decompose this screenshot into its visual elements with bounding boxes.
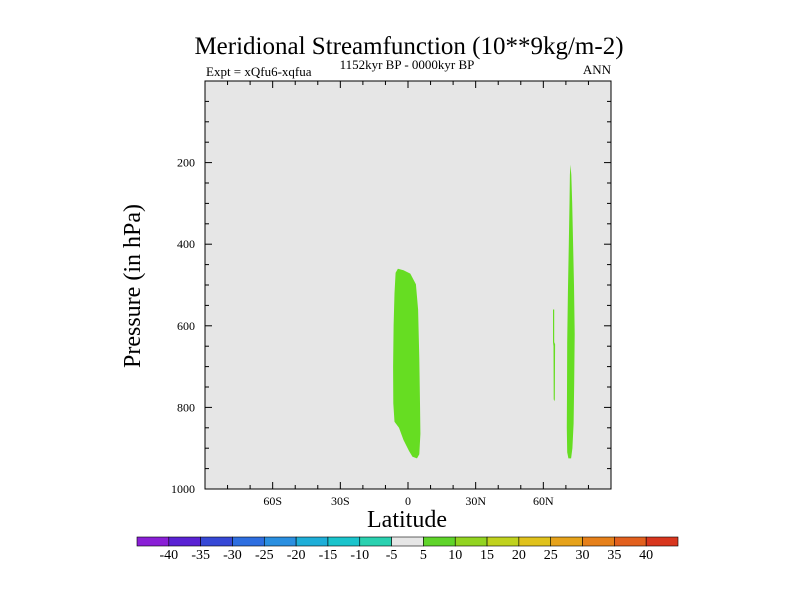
y-axis-title: Pressure (in hPa) <box>120 204 146 368</box>
colorbar-swatch <box>359 536 392 547</box>
colorbar-swatch <box>391 536 424 547</box>
contour-region-2 <box>553 309 556 402</box>
colorbar-swatch <box>582 536 615 547</box>
x-axis: 60S 30S 0 30N 60N <box>227 81 589 508</box>
colorbar-swatch <box>518 536 552 547</box>
x-tick-label: 30N <box>465 494 486 508</box>
x-tick-label: 60S <box>263 494 282 508</box>
period-label: 1152kyr BP - 0000kyr BP <box>340 57 475 72</box>
x-tick-label: 0 <box>405 494 411 508</box>
colorbar-swatch <box>486 536 520 547</box>
colorbar-swatch <box>168 536 201 547</box>
colorbar-label: -5 <box>386 548 398 563</box>
y-tick-label: 400 <box>177 237 195 251</box>
colorbar-label: 25 <box>544 548 558 563</box>
colorbar-swatch <box>200 536 233 547</box>
colorbar-label: 20 <box>512 548 526 563</box>
colorbar-label: -35 <box>191 548 210 563</box>
colorbar-label: 10 <box>448 548 462 563</box>
contour-region-3 <box>566 164 575 459</box>
colorbar-swatch <box>454 536 488 547</box>
x-axis-title: Latitude <box>367 507 447 533</box>
x-tick-label: 60N <box>533 494 554 508</box>
contour-regions <box>393 164 575 459</box>
colorbar-label: -20 <box>287 548 306 563</box>
colorbar-label: -15 <box>319 548 338 563</box>
colorbar-swatch <box>295 536 329 547</box>
colorbar-label: -40 <box>159 548 178 563</box>
season-label: ANN <box>583 62 612 77</box>
colorbar-swatch <box>423 536 456 547</box>
colorbar-swatch <box>645 536 679 547</box>
y-tick-label: 1000 <box>171 482 195 496</box>
colorbar-label: 30 <box>576 548 590 563</box>
chart-title: Meridional Streamfunction (10**9kg/m-2) <box>194 33 623 60</box>
experiment-label: Expt = xQfu6-xqfua <box>206 64 312 79</box>
colorbar-label: -25 <box>255 548 274 563</box>
contour-region-1 <box>393 268 421 459</box>
colorbar-swatch <box>550 536 583 547</box>
y-axis: 200 400 600 800 1000 <box>171 100 611 496</box>
y-tick-label: 600 <box>177 319 195 333</box>
colorbar-label: 35 <box>607 548 621 563</box>
colorbar-label: -10 <box>350 548 369 563</box>
colorbar-swatch <box>232 536 265 547</box>
colorbar-swatch <box>614 536 647 547</box>
y-tick-label: 800 <box>177 400 195 414</box>
colorbar-swatch <box>136 536 170 547</box>
colorbar-label: 40 <box>639 548 653 563</box>
colorbar-swatch <box>263 536 297 547</box>
y-tick-label: 200 <box>177 156 195 170</box>
colorbar-label: 5 <box>420 548 427 563</box>
colorbar-swatch <box>327 536 361 547</box>
colorbar-label: 15 <box>480 548 494 563</box>
colorbar: -40 -35 -30 -25 -20 -15 -10 -5 5 10 15 20 25 30 35 40 <box>136 536 679 563</box>
x-tick-label: 30S <box>331 494 350 508</box>
colorbar-label: -30 <box>223 548 242 563</box>
